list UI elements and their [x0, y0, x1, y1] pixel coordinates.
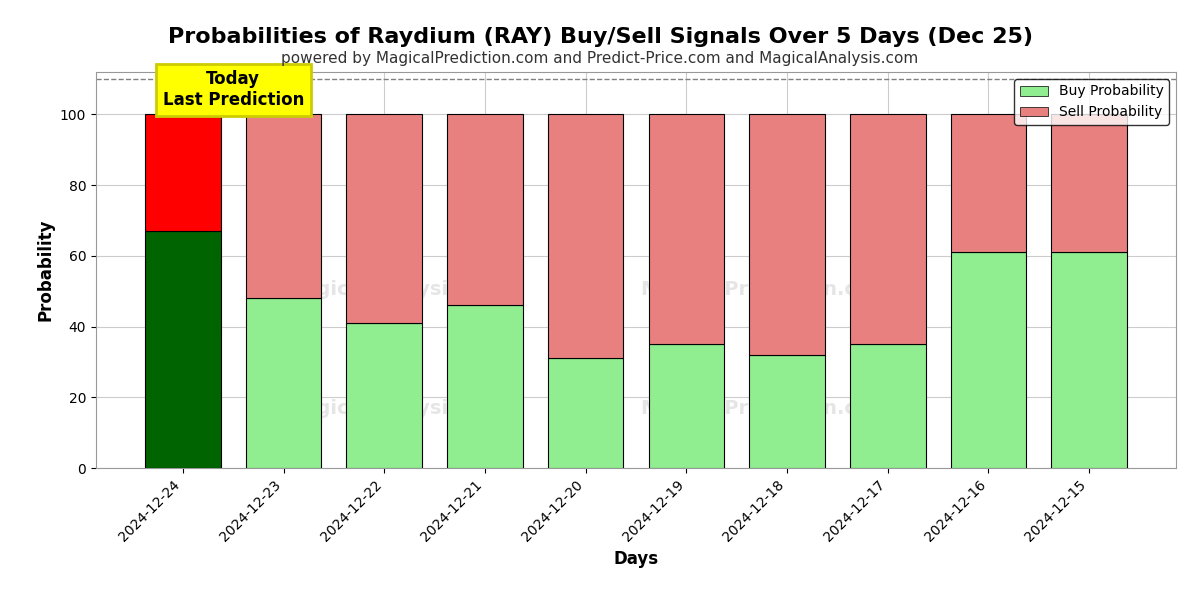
Bar [448, 115, 523, 305]
Bar [950, 115, 1026, 253]
Bar [648, 344, 724, 468]
Bar [246, 115, 322, 298]
Bar [950, 253, 1026, 468]
Bar [850, 115, 925, 344]
Text: Today
Last Prediction: Today Last Prediction [162, 70, 304, 109]
Bar [145, 115, 221, 231]
Text: MagicalAnalysis.com: MagicalAnalysis.com [284, 399, 512, 418]
Bar [1051, 115, 1127, 253]
Text: MagicalPrediction.com: MagicalPrediction.com [641, 399, 890, 418]
Bar [850, 344, 925, 468]
Y-axis label: Probability: Probability [36, 219, 54, 321]
Bar [145, 231, 221, 468]
Legend: Buy Probability, Sell Probability: Buy Probability, Sell Probability [1014, 79, 1169, 125]
Text: Probabilities of Raydium (RAY) Buy/Sell Signals Over 5 Days (Dec 25): Probabilities of Raydium (RAY) Buy/Sell … [168, 27, 1032, 47]
Bar [246, 298, 322, 468]
Text: MagicalAnalysis.com: MagicalAnalysis.com [284, 280, 512, 299]
Bar [347, 115, 422, 323]
X-axis label: Days: Days [613, 550, 659, 568]
Bar [648, 115, 724, 344]
Bar [749, 115, 824, 355]
Bar [548, 115, 624, 358]
Text: MagicalPrediction.com: MagicalPrediction.com [641, 280, 890, 299]
Bar [448, 305, 523, 468]
Bar [1051, 253, 1127, 468]
Text: powered by MagicalPrediction.com and Predict-Price.com and MagicalAnalysis.com: powered by MagicalPrediction.com and Pre… [281, 51, 919, 66]
Bar [347, 323, 422, 468]
Bar [749, 355, 824, 468]
Bar [548, 358, 624, 468]
